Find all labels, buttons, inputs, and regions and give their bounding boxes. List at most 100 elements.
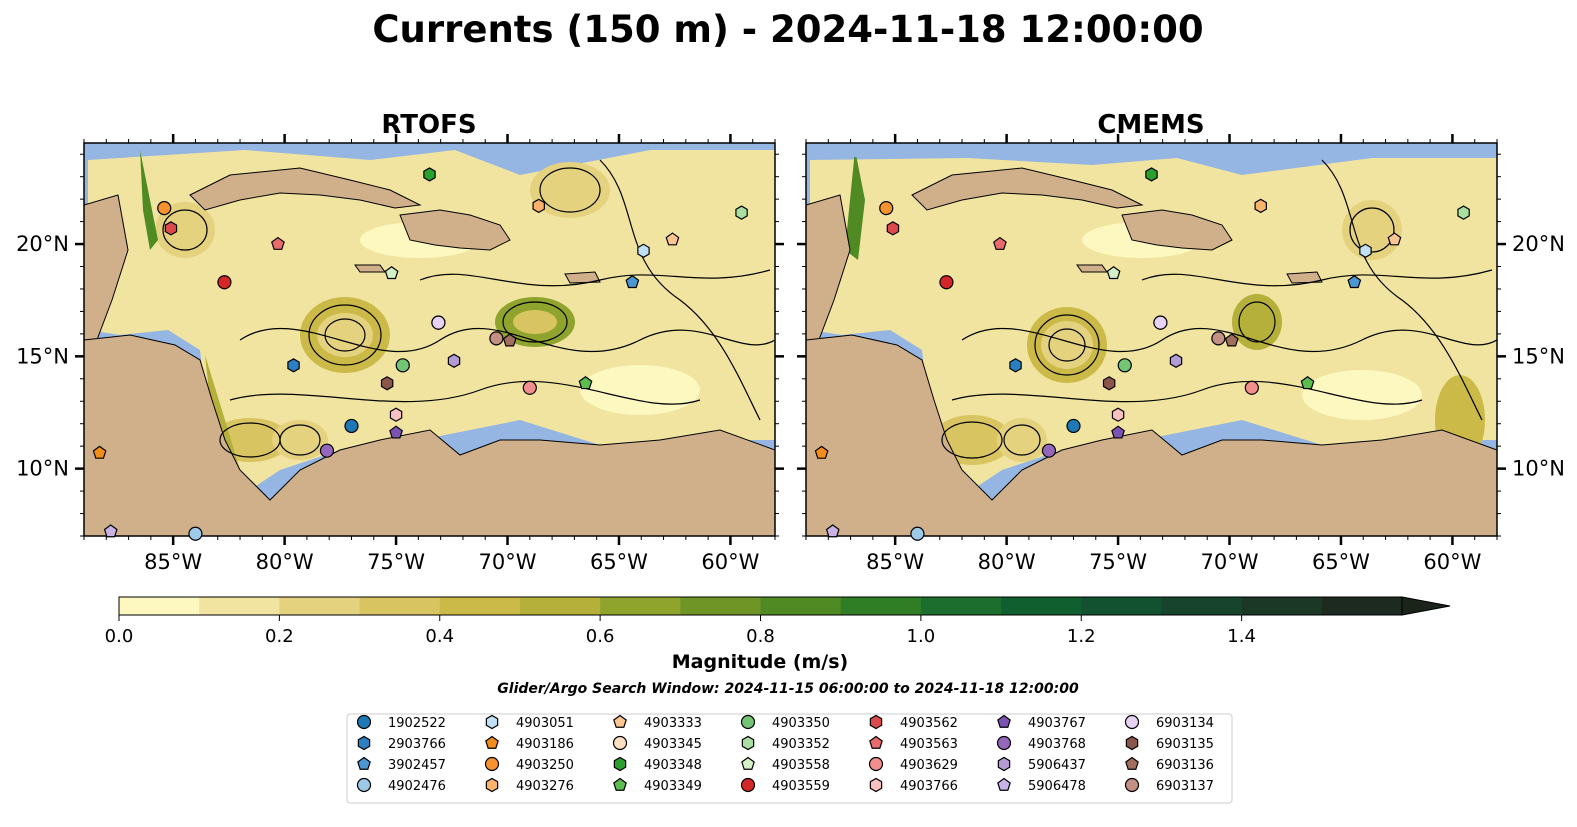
colorbar-tick-label: 1.0 <box>907 626 936 647</box>
legend-label: 4903629 <box>900 758 958 773</box>
marker-2903766-cmems <box>1009 358 1022 373</box>
marker-6903134-cmems <box>1153 315 1168 330</box>
colorbar-tick-label: 1.4 <box>1227 626 1256 647</box>
legend-item: 6903134 <box>1124 714 1214 731</box>
legend-item: 4903768 <box>996 735 1086 752</box>
legend-label: 5906478 <box>1028 779 1086 794</box>
x-tick-label: 65°W <box>1312 550 1370 574</box>
legend-marker-4903186 <box>485 735 499 749</box>
legend-label: 4903350 <box>772 716 830 731</box>
x-tick-label: 60°W <box>1423 550 1481 574</box>
marker-5906437-rtofs <box>447 353 461 369</box>
colorbar-bins <box>119 597 1403 615</box>
y-axis-rtofs: 10°N 15°N 20°N <box>16 153 784 537</box>
colorbar-tick-label: 0.6 <box>586 626 615 647</box>
marker-4903350-cmems <box>1117 358 1132 373</box>
marker-4903767-rtofs <box>389 425 403 439</box>
legend-marker-1902522 <box>356 714 372 730</box>
y-axis-cmems: 10°N 15°N 20°N <box>797 153 1565 537</box>
y-tick-label: 10°N <box>16 457 69 481</box>
legend-label: 4903276 <box>516 779 574 794</box>
marker-1902522-cmems <box>1066 418 1081 434</box>
y-tick-label: 20°N <box>1512 232 1565 256</box>
colorbar-bin <box>1161 597 1243 615</box>
legend-label: 4903348 <box>644 758 702 773</box>
legend-item: 4902476 <box>356 777 446 794</box>
colorbar-bin <box>119 597 200 615</box>
legend-item: 4903276 <box>485 777 574 794</box>
legend-item: 4903766 <box>869 777 958 794</box>
land-rtofs <box>84 167 775 536</box>
legend-marker-6903134 <box>1124 714 1140 730</box>
legend-label: 5906437 <box>1028 758 1086 773</box>
legend-label: 4903562 <box>900 716 958 731</box>
colorbar-bin <box>199 597 280 615</box>
legend-item: 4903186 <box>485 735 574 752</box>
legend-marker-4903352 <box>741 735 755 751</box>
y-tick-label: 15°N <box>16 344 69 368</box>
marker-6903137-rtofs <box>489 331 504 346</box>
marker-4903333-rtofs <box>665 232 680 246</box>
legend-marker-5906478 <box>997 777 1011 791</box>
legend-label: 4903768 <box>1028 737 1086 752</box>
marker-4903558-rtofs <box>384 266 399 280</box>
x-tick-label: 80°W <box>978 550 1036 574</box>
legend-marker-4903333 <box>613 714 627 728</box>
colorbar-bin <box>600 597 681 615</box>
marker-4902476-rtofs <box>188 526 203 541</box>
marker-6903135-rtofs <box>380 376 394 391</box>
colorbar-bin <box>680 597 761 615</box>
marker-3902457-rtofs <box>625 274 640 289</box>
search-window-text: Glider/Argo Search Window: 2024-11-15 06… <box>497 681 1079 697</box>
legend-item: 4903352 <box>741 735 830 752</box>
marker-5906437-cmems <box>1169 353 1183 369</box>
x-axis-cmems: 85°W 80°W 75°W 70°W 65°W 60°W <box>805 134 1498 574</box>
x-tick-label: 70°W <box>479 550 537 574</box>
legend-marker-4903766 <box>869 777 883 793</box>
x-axis-rtofs: 85°W 80°W 75°W 70°W 65°W 60°W <box>83 134 776 574</box>
streamlines-rtofs <box>162 159 775 458</box>
markers-cmems <box>814 167 1470 541</box>
marker-1902522-rtofs <box>344 418 359 434</box>
legend-label: 2903766 <box>388 737 446 752</box>
legend-item: 4903333 <box>613 714 702 731</box>
marker-4903348-cmems <box>1145 167 1158 182</box>
legend-marker-4903767 <box>997 714 1011 728</box>
marker-4903276-cmems <box>1254 198 1267 214</box>
masked-band-cmems <box>806 143 1497 157</box>
marker-4903349-rtofs <box>578 376 593 390</box>
legend-item: 4903629 <box>868 756 958 773</box>
marker-4903768-rtofs <box>319 443 335 458</box>
legend-label: 4903250 <box>516 758 574 773</box>
legend-label: 6903137 <box>1156 779 1214 794</box>
marker-4902476-cmems <box>910 526 925 541</box>
legend-label: 4903563 <box>900 737 958 752</box>
legend-marker-4903051 <box>485 714 499 730</box>
x-tick-label: 75°W <box>367 550 425 574</box>
colorbar-label: Magnitude (m/s) <box>672 651 849 673</box>
legend-label: 4903349 <box>644 779 702 794</box>
figure-title: Currents (150 m) - 2024-11-18 12:00:00 <box>372 8 1203 51</box>
legend-marker-3902457 <box>357 756 371 770</box>
colorbar-tick-label: 0.0 <box>105 626 134 647</box>
marker-4903352-rtofs <box>735 205 748 220</box>
colorbar: 0.0 0.2 0.4 0.6 0.8 1.0 1.2 1.4 Magnitude (m/s) <box>105 596 1451 673</box>
colorbar-bin <box>760 597 842 615</box>
panel-title-cmems: CMEMS <box>1097 110 1204 140</box>
x-tick-label: 85°W <box>144 550 202 574</box>
legend-label: 6903134 <box>1156 716 1214 731</box>
legend-marker-2903766 <box>357 735 371 751</box>
legend-item: 4903767 <box>997 714 1086 731</box>
colorbar-bin <box>279 597 361 615</box>
streamlines-cmems <box>941 159 1497 459</box>
colorbar-bin <box>1081 597 1162 615</box>
marker-4903563-rtofs <box>271 236 285 250</box>
legend-label: 4903559 <box>772 779 830 794</box>
legend-label: 4903352 <box>772 737 830 752</box>
legend-marker-4903562 <box>869 714 883 730</box>
legend-item: 4903349 <box>613 777 702 794</box>
marker-6903136-cmems <box>1224 333 1239 347</box>
legend-label: 6903135 <box>1156 737 1214 752</box>
legend-item: 3902457 <box>357 756 446 773</box>
colorbar-bin <box>840 597 922 615</box>
